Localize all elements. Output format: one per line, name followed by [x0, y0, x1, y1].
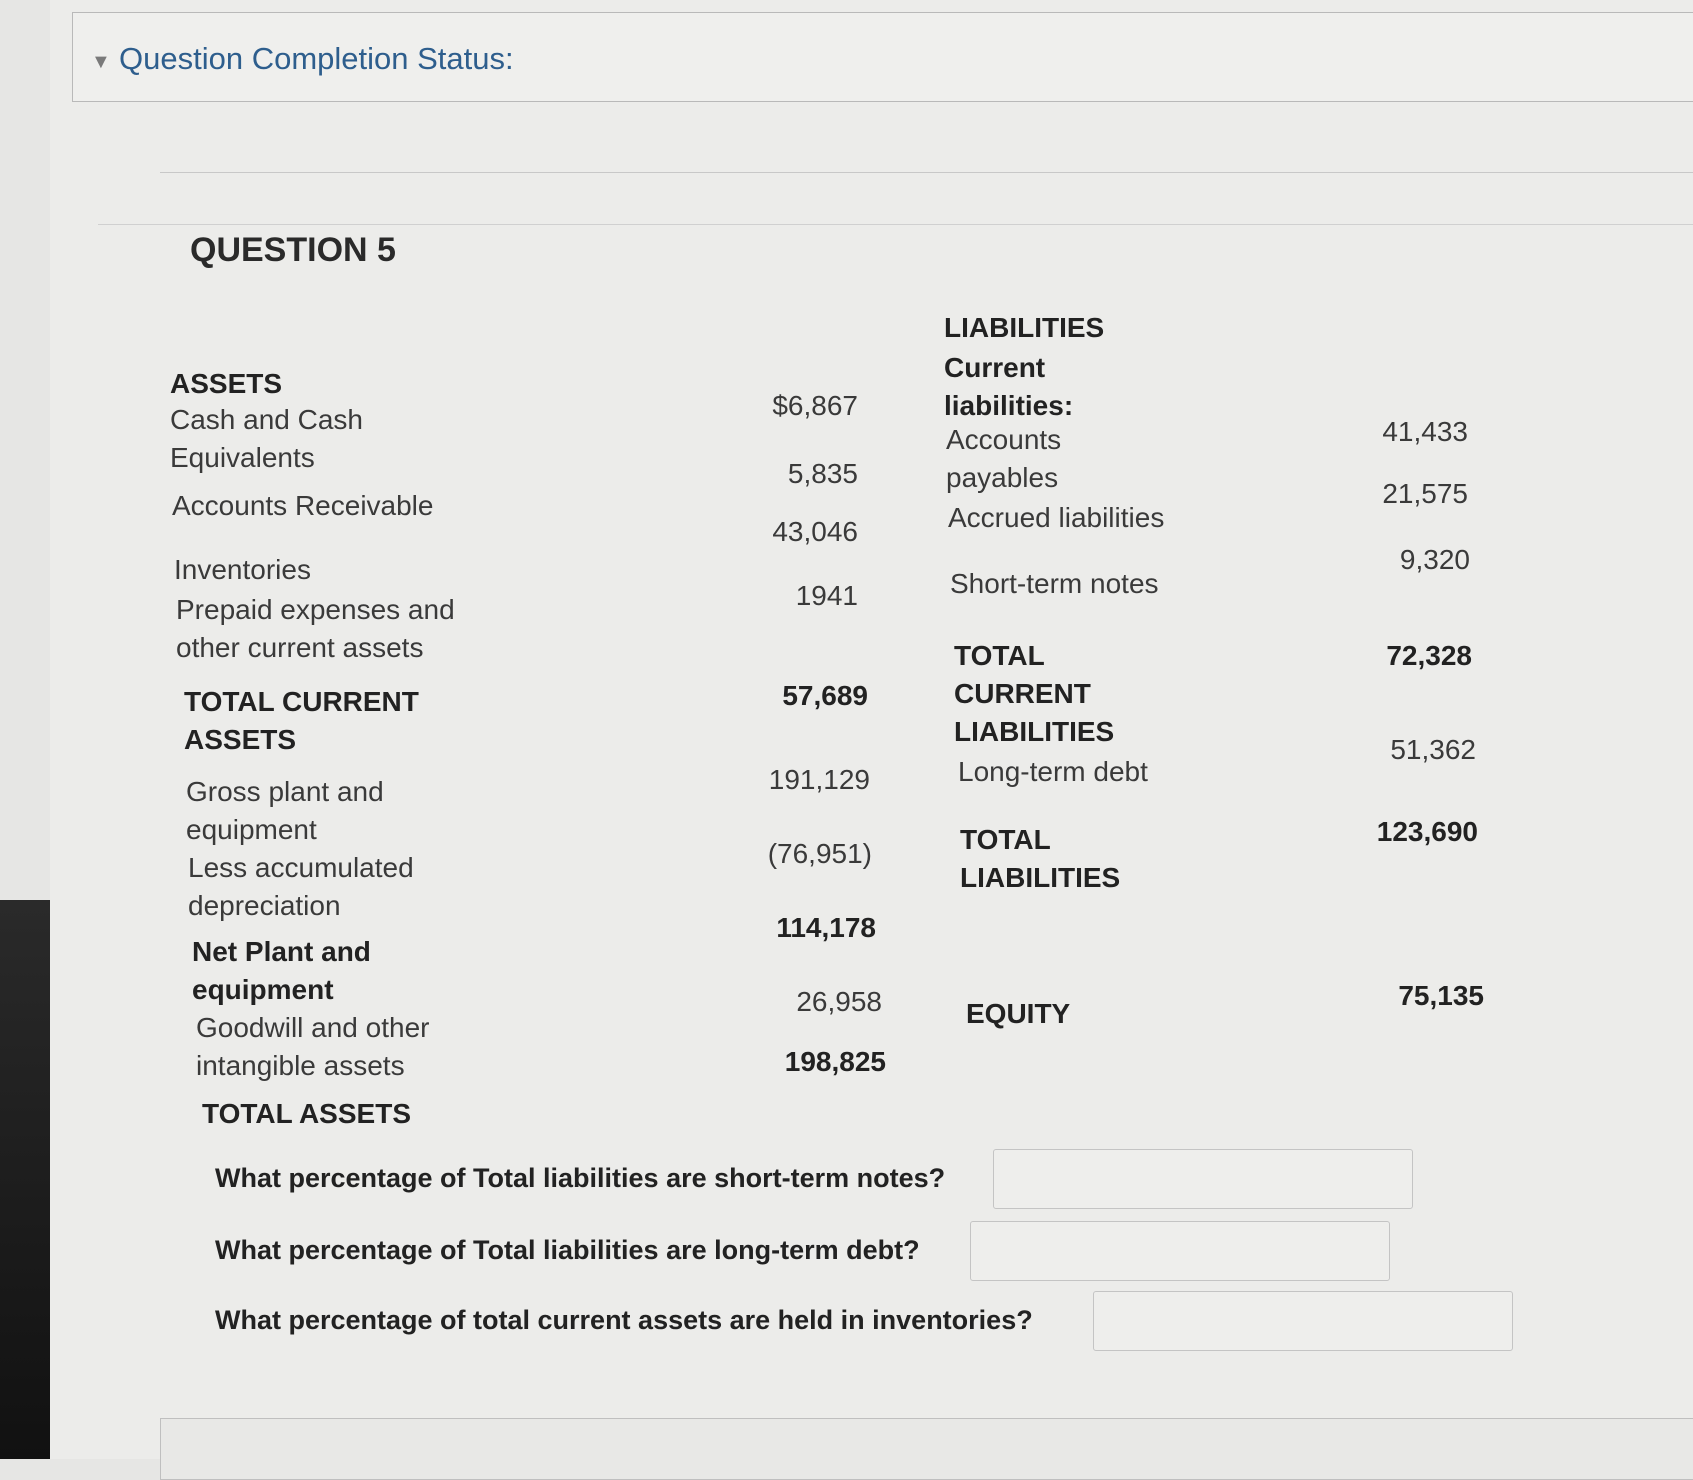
asset-label-goodwill: Goodwill and other intangible assets — [196, 1012, 430, 1081]
liab-value-total-liabilities: 123,690 — [1376, 816, 1478, 847]
liab-value-long-term-debt: 51,362 — [1390, 734, 1476, 765]
liab-label-accounts-payable: Accounts payables — [946, 424, 1062, 493]
asset-label-inventories: Inventories — [174, 554, 311, 585]
liab-value-accrued: 21,575 — [1382, 478, 1468, 509]
status-title: Question Completion Status: — [119, 41, 514, 76]
page-background — [50, 0, 1693, 1459]
asset-label-net-plant: Net Plant and equipment — [192, 936, 371, 1005]
current-liabilities-subheading: Current liabilities: — [944, 352, 1074, 421]
liab-label-short-term-notes: Short-term notes — [950, 568, 1159, 599]
question-row-long-term-debt: What percentage of Total liabilities are… — [98, 1221, 1693, 1285]
question-completion-status-bar[interactable]: ▼ Question Completion Status: — [72, 12, 1693, 102]
asset-value-gross-plant: 191,129 — [768, 764, 870, 795]
asset-value-depreciation: (76,951) — [767, 838, 872, 869]
answer-input-short-term-notes[interactable] — [993, 1149, 1413, 1209]
liabilities-heading: LIABILITIES — [944, 312, 1105, 343]
question-row-inventories: What percentage of total current assets … — [98, 1291, 1693, 1355]
question-panel: QUESTION 5 ASSETS Cash and Cash Equivale… — [98, 224, 1693, 1415]
asset-value-net-plant: 114,178 — [776, 912, 876, 943]
screen-edge — [0, 900, 50, 1459]
liab-value-accounts-payable: 41,433 — [1382, 416, 1468, 447]
liab-label-long-term-debt: Long-term debt — [958, 756, 1148, 787]
answer-input-inventories[interactable] — [1093, 1291, 1513, 1351]
asset-label-receivable: Accounts Receivable — [172, 490, 434, 521]
question-row-short-term-notes: What percentage of Total liabilities are… — [98, 1149, 1693, 1213]
asset-label-gross-plant: Gross plant and equipment — [186, 776, 384, 845]
liab-value-total-current: 72,328 — [1386, 640, 1472, 671]
assets-heading: ASSETS — [170, 368, 283, 399]
chevron-down-icon[interactable]: ▼ — [91, 51, 111, 73]
asset-value-inventories: 43,046 — [772, 516, 858, 547]
balance-sheet: ASSETS Cash and Cash Equivalents $6,867 … — [98, 225, 1693, 1129]
asset-value-prepaid: 1941 — [795, 580, 858, 611]
question-text-inventories: What percentage of total current assets … — [215, 1305, 1033, 1335]
asset-value-total-assets: 198,825 — [784, 1046, 886, 1077]
asset-value-goodwill: 26,958 — [796, 986, 882, 1017]
divider — [160, 172, 1693, 173]
next-question-card — [160, 1418, 1693, 1480]
question-text-long-term-debt: What percentage of Total liabilities are… — [215, 1235, 920, 1265]
asset-label-total-assets: TOTAL ASSETS — [202, 1098, 411, 1129]
asset-label-prepaid: Prepaid expenses and other current asset… — [176, 594, 455, 663]
asset-label-cash: Cash and Cash Equivalents — [170, 404, 364, 473]
answer-input-long-term-debt[interactable] — [970, 1221, 1390, 1281]
asset-label-total-current: TOTAL CURRENT ASSETS — [184, 686, 419, 755]
liab-label-accrued: Accrued liabilities — [948, 502, 1165, 533]
equity-label: EQUITY — [966, 998, 1071, 1029]
liab-value-short-term-notes: 9,320 — [1399, 544, 1470, 575]
question-text-short-term-notes: What percentage of Total liabilities are… — [215, 1163, 946, 1193]
question-title: QUESTION 5 — [190, 231, 396, 269]
asset-label-depreciation: Less accumulated depreciation — [188, 852, 414, 921]
asset-value-total-current: 57,689 — [782, 680, 868, 711]
equity-value: 75,135 — [1398, 980, 1484, 1011]
liab-label-total-current: TOTAL CURRENT LIABILITIES — [954, 640, 1115, 747]
asset-value-cash: $6,867 — [772, 390, 858, 421]
liab-label-total-liabilities: TOTAL LIABILITIES — [960, 824, 1121, 893]
asset-value-receivable: 5,835 — [787, 458, 858, 489]
